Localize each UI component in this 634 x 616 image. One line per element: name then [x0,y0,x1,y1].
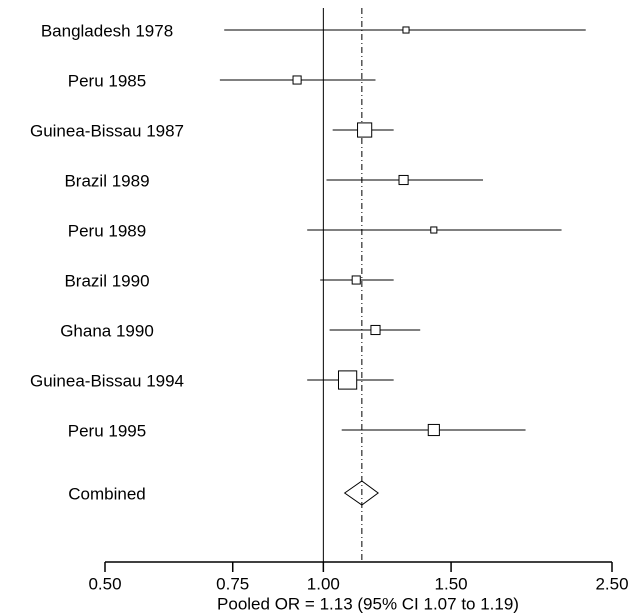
study-label: Peru 1995 [68,421,146,440]
study-box [402,26,410,34]
study-label: Brazil 1989 [64,171,149,190]
study-label: Bangladesh 1978 [41,21,173,40]
study-label: Peru 1985 [68,71,146,90]
x-tick-label: 0.75 [216,574,249,593]
combined-label: Combined [68,484,146,503]
x-tick-label: 1.00 [307,574,340,593]
study-box [427,423,440,437]
study-box [430,226,438,234]
combined-diamond [343,480,379,506]
study-label: Guinea-Bissau 1987 [30,121,184,140]
x-tick-label: 1.50 [435,574,468,593]
study-label: Peru 1989 [68,221,146,240]
study-box [292,75,302,85]
study-box [337,370,358,390]
x-tick-label: 0.50 [88,574,121,593]
x-tick-label: 2.50 [595,574,628,593]
study-label: Ghana 1990 [60,321,154,340]
study-box [370,324,381,336]
x-axis-label: Pooled OR = 1.13 (95% CI 1.07 to 1.19) [217,594,519,613]
study-box [351,275,361,285]
study-box [357,122,373,138]
study-box [398,174,409,186]
study-label: Brazil 1990 [64,271,149,290]
study-label: Guinea-Bissau 1994 [30,371,184,390]
